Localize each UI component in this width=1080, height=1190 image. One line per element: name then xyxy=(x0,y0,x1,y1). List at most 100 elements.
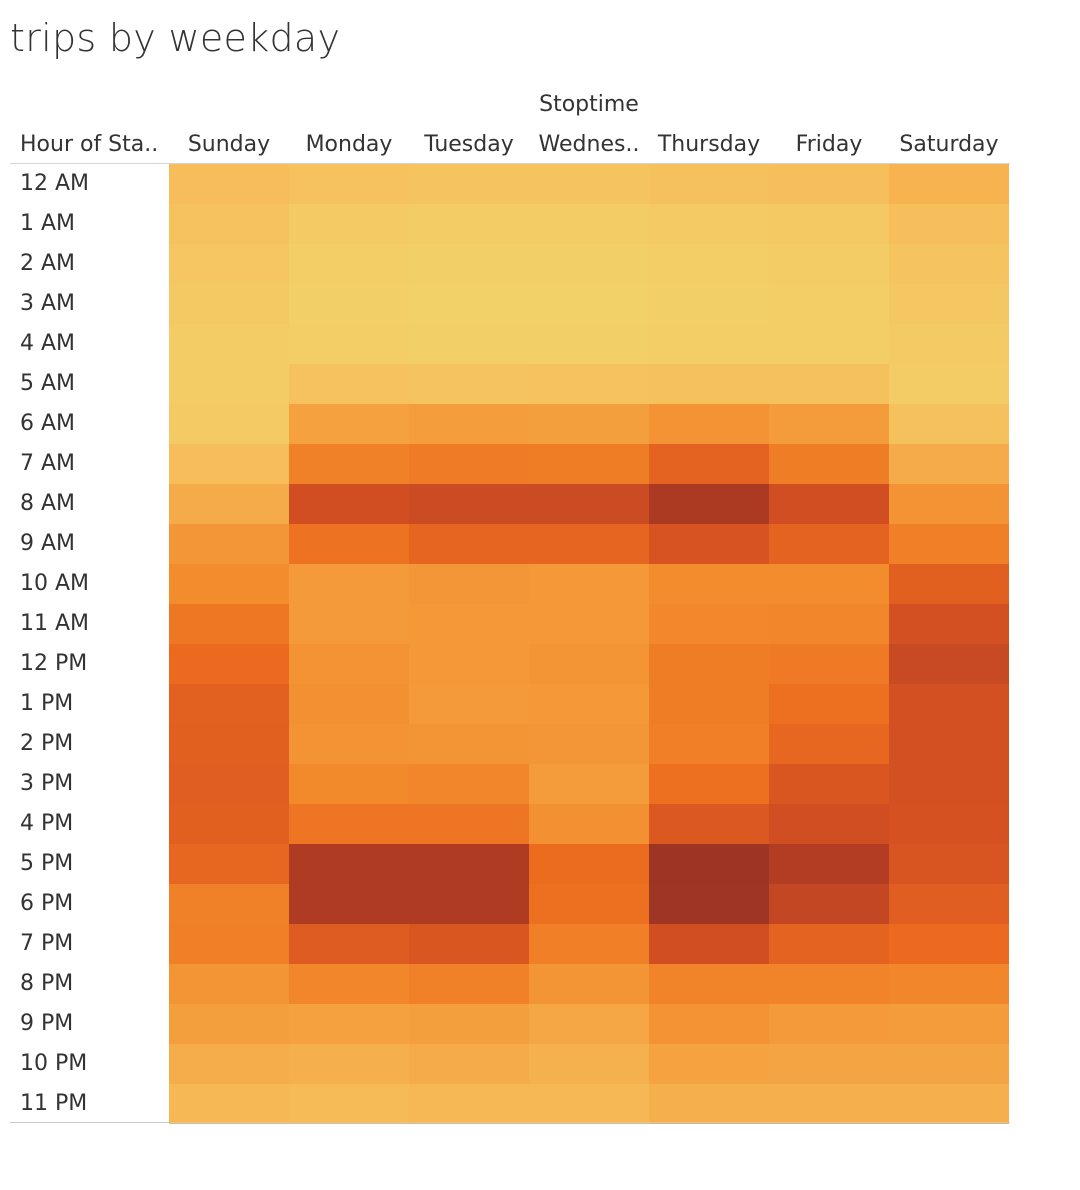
heatmap-cell[interactable] xyxy=(889,1084,1009,1124)
row-header[interactable]: 4 PM xyxy=(20,811,74,836)
heatmap-cell[interactable] xyxy=(769,524,889,564)
heatmap-cell[interactable] xyxy=(769,164,889,204)
heatmap-cell[interactable] xyxy=(529,284,649,324)
heatmap-cell[interactable] xyxy=(889,164,1009,204)
heatmap-cell[interactable] xyxy=(889,484,1009,524)
row-header[interactable]: 10 PM xyxy=(20,1051,88,1076)
heatmap-cell[interactable] xyxy=(289,364,409,404)
heatmap-cell[interactable] xyxy=(889,924,1009,964)
heatmap-cell[interactable] xyxy=(289,724,409,764)
heatmap-cell[interactable] xyxy=(769,844,889,884)
heatmap-cell[interactable] xyxy=(889,764,1009,804)
heatmap-cell[interactable] xyxy=(529,244,649,284)
row-header[interactable]: 1 AM xyxy=(20,211,76,236)
heatmap-cell[interactable] xyxy=(769,924,889,964)
heatmap-cell[interactable] xyxy=(889,844,1009,884)
heatmap-cell[interactable] xyxy=(289,204,409,244)
heatmap-cell[interactable] xyxy=(649,1044,769,1084)
heatmap-cell[interactable] xyxy=(289,444,409,484)
heatmap-cell[interactable] xyxy=(169,164,289,204)
heatmap-cell[interactable] xyxy=(769,244,889,284)
heatmap-cell[interactable] xyxy=(889,324,1009,364)
heatmap-cell[interactable] xyxy=(409,524,529,564)
row-header[interactable]: 11 AM xyxy=(20,611,90,636)
heatmap-cell[interactable] xyxy=(169,484,289,524)
row-header[interactable]: 9 PM xyxy=(20,1011,74,1036)
heatmap-cell[interactable] xyxy=(169,844,289,884)
heatmap-cell[interactable] xyxy=(529,764,649,804)
heatmap-cell[interactable] xyxy=(409,884,529,924)
row-header[interactable]: 7 AM xyxy=(20,451,76,476)
heatmap-cell[interactable] xyxy=(649,964,769,1004)
heatmap-cell[interactable] xyxy=(889,604,1009,644)
row-dimension-header[interactable]: Hour of Sta.. xyxy=(20,132,159,157)
heatmap-cell[interactable] xyxy=(409,644,529,684)
heatmap-cell[interactable] xyxy=(769,284,889,324)
heatmap-cell[interactable] xyxy=(649,564,769,604)
heatmap-cell[interactable] xyxy=(889,1044,1009,1084)
heatmap-cell[interactable] xyxy=(889,564,1009,604)
heatmap-cell[interactable] xyxy=(289,1004,409,1044)
heatmap-cell[interactable] xyxy=(289,804,409,844)
heatmap-cell[interactable] xyxy=(649,1004,769,1044)
heatmap-cell[interactable] xyxy=(769,364,889,404)
row-header[interactable]: 10 AM xyxy=(20,571,90,596)
heatmap-cell[interactable] xyxy=(769,884,889,924)
heatmap-cell[interactable] xyxy=(889,404,1009,444)
column-header[interactable]: Tuesday xyxy=(424,132,514,157)
column-header[interactable]: Thursday xyxy=(657,132,761,157)
row-header[interactable]: 3 AM xyxy=(20,291,76,316)
heatmap-cell[interactable] xyxy=(649,884,769,924)
heatmap-cell[interactable] xyxy=(769,1004,889,1044)
heatmap-cell[interactable] xyxy=(529,684,649,724)
column-header[interactable]: Sunday xyxy=(187,132,271,157)
heatmap-cell[interactable] xyxy=(289,244,409,284)
heatmap-cell[interactable] xyxy=(169,244,289,284)
column-header[interactable]: Wednes.. xyxy=(538,132,640,157)
heatmap-cell[interactable] xyxy=(529,524,649,564)
heatmap-cell[interactable] xyxy=(169,764,289,804)
heatmap-cell[interactable] xyxy=(529,484,649,524)
row-header[interactable]: 4 AM xyxy=(20,331,76,356)
heatmap-cell[interactable] xyxy=(649,164,769,204)
heatmap-cell[interactable] xyxy=(649,764,769,804)
heatmap-cell[interactable] xyxy=(529,644,649,684)
heatmap-cell[interactable] xyxy=(289,684,409,724)
heatmap-cell[interactable] xyxy=(889,804,1009,844)
heatmap-cell[interactable] xyxy=(769,404,889,444)
heatmap-cell[interactable] xyxy=(169,724,289,764)
heatmap-cell[interactable] xyxy=(529,324,649,364)
heatmap-cell[interactable] xyxy=(289,1044,409,1084)
heatmap-cell[interactable] xyxy=(409,804,529,844)
heatmap-cell[interactable] xyxy=(649,324,769,364)
heatmap-cell[interactable] xyxy=(769,484,889,524)
heatmap-cell[interactable] xyxy=(169,1044,289,1084)
heatmap-cell[interactable] xyxy=(649,404,769,444)
heatmap-cell[interactable] xyxy=(289,964,409,1004)
heatmap-cell[interactable] xyxy=(169,404,289,444)
column-header[interactable]: Friday xyxy=(795,132,863,157)
heatmap-cell[interactable] xyxy=(529,1004,649,1044)
heatmap-cell[interactable] xyxy=(169,884,289,924)
heatmap-cell[interactable] xyxy=(169,324,289,364)
heatmap-cell[interactable] xyxy=(889,644,1009,684)
heatmap-cell[interactable] xyxy=(889,884,1009,924)
row-header[interactable]: 11 PM xyxy=(20,1091,88,1116)
heatmap-cell[interactable] xyxy=(889,284,1009,324)
heatmap-cell[interactable] xyxy=(769,564,889,604)
heatmap-cell[interactable] xyxy=(409,604,529,644)
heatmap-cell[interactable] xyxy=(649,204,769,244)
heatmap-cell[interactable] xyxy=(529,804,649,844)
heatmap-cell[interactable] xyxy=(769,644,889,684)
heatmap-cell[interactable] xyxy=(649,844,769,884)
heatmap-cell[interactable] xyxy=(409,564,529,604)
heatmap-cell[interactable] xyxy=(529,844,649,884)
heatmap-cell[interactable] xyxy=(409,1084,529,1124)
heatmap-cell[interactable] xyxy=(889,724,1009,764)
heatmap-cell[interactable] xyxy=(409,1044,529,1084)
row-header[interactable]: 2 AM xyxy=(20,251,76,276)
row-header[interactable]: 12 PM xyxy=(20,651,88,676)
heatmap-cell[interactable] xyxy=(409,204,529,244)
heatmap-cell[interactable] xyxy=(289,284,409,324)
heatmap-cell[interactable] xyxy=(649,444,769,484)
